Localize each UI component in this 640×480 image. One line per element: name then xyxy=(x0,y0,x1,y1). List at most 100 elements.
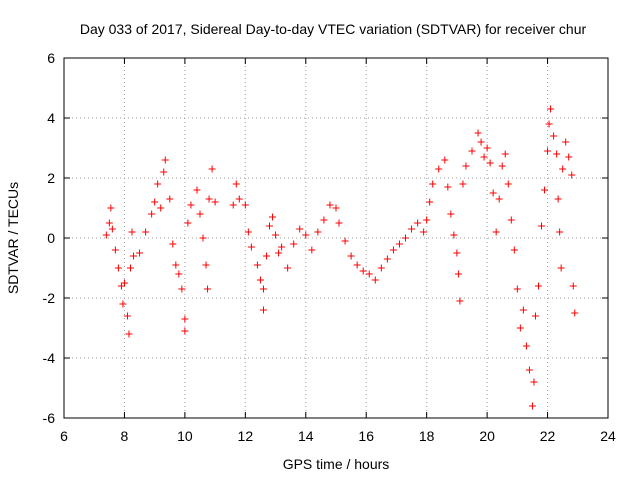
x-tick-label: 12 xyxy=(238,428,254,444)
data-point xyxy=(477,138,485,146)
data-point xyxy=(259,285,267,293)
data-point xyxy=(447,210,455,218)
x-tick-label: 10 xyxy=(177,428,193,444)
data-point xyxy=(172,261,180,269)
data-point xyxy=(571,309,579,317)
data-point xyxy=(365,270,373,278)
data-point xyxy=(284,264,292,272)
data-point xyxy=(553,150,561,158)
data-point xyxy=(474,129,482,137)
data-point xyxy=(205,195,213,203)
data-point xyxy=(326,201,334,209)
data-point xyxy=(175,270,183,278)
data-point xyxy=(453,249,461,257)
x-tick-label: 14 xyxy=(298,428,314,444)
data-point xyxy=(556,228,564,236)
data-point xyxy=(547,105,555,113)
data-point xyxy=(568,171,576,179)
data-point xyxy=(538,222,546,230)
data-point xyxy=(302,231,310,239)
data-point xyxy=(266,222,274,230)
data-point xyxy=(157,204,165,212)
data-point xyxy=(528,402,536,410)
data-point xyxy=(232,180,240,188)
y-tick-label: -2 xyxy=(43,290,56,306)
data-point xyxy=(193,186,201,194)
data-point xyxy=(128,228,136,236)
data-point xyxy=(544,147,552,155)
data-point xyxy=(335,219,343,227)
data-point xyxy=(550,132,558,140)
data-point xyxy=(208,165,216,173)
y-tick-label: 0 xyxy=(47,230,55,246)
data-point xyxy=(534,282,542,290)
data-point xyxy=(541,186,549,194)
y-tick-label: -4 xyxy=(43,350,56,366)
x-tick-label: 8 xyxy=(121,428,129,444)
data-point xyxy=(314,228,322,236)
data-point xyxy=(516,324,524,332)
x-tick-label: 18 xyxy=(419,428,435,444)
data-point xyxy=(178,285,186,293)
data-point xyxy=(501,150,509,158)
data-point xyxy=(169,240,177,248)
data-point xyxy=(181,315,189,323)
x-tick-label: 16 xyxy=(358,428,374,444)
data-point xyxy=(489,189,497,197)
data-point xyxy=(117,282,125,290)
y-axis-ticks: -6 -4 -2 0 2 4 6 xyxy=(43,50,608,426)
data-point xyxy=(545,120,553,128)
data-point xyxy=(136,249,144,257)
y-tick-label: 4 xyxy=(47,110,55,126)
data-point xyxy=(166,195,174,203)
data-point xyxy=(420,228,428,236)
data-point xyxy=(426,198,434,206)
data-point xyxy=(450,231,458,239)
data-point xyxy=(456,297,464,305)
data-point xyxy=(462,162,470,170)
data-point xyxy=(211,198,219,206)
data-point xyxy=(341,237,349,245)
data-point xyxy=(554,195,562,203)
data-point xyxy=(196,210,204,218)
data-point xyxy=(507,216,515,224)
data-point xyxy=(269,213,277,221)
x-tick-label: 24 xyxy=(600,428,616,444)
data-point xyxy=(510,246,518,254)
data-point xyxy=(562,138,570,146)
data-point xyxy=(353,261,361,269)
data-point xyxy=(296,225,304,233)
data-point xyxy=(202,261,210,269)
x-axis-ticks: 6 8 10 12 14 16 18 20 22 24 xyxy=(60,58,616,444)
data-point xyxy=(383,255,391,263)
y-tick-label: 2 xyxy=(47,170,55,186)
data-point xyxy=(359,267,367,275)
y-axis-label: SDTVAR / TECUs xyxy=(5,182,21,294)
data-point xyxy=(559,165,567,173)
data-point xyxy=(151,198,159,206)
data-point xyxy=(483,144,491,152)
data-point xyxy=(160,168,168,176)
y-tick-label: -6 xyxy=(43,410,56,426)
data-point xyxy=(347,252,355,260)
data-point xyxy=(429,180,437,188)
data-point xyxy=(423,216,431,224)
data-point xyxy=(320,216,328,224)
data-point xyxy=(126,264,134,272)
data-point xyxy=(187,201,195,209)
data-point xyxy=(247,243,255,251)
data-point xyxy=(108,225,116,233)
data-point xyxy=(402,234,410,242)
data-point xyxy=(290,240,298,248)
data-point xyxy=(395,240,403,248)
data-point xyxy=(525,366,533,374)
data-point xyxy=(414,219,422,227)
data-point xyxy=(275,249,283,257)
data-point xyxy=(229,201,237,209)
data-point xyxy=(522,342,530,350)
data-point xyxy=(278,243,286,251)
data-point xyxy=(181,327,189,335)
data-point xyxy=(272,231,280,239)
data-point xyxy=(492,228,500,236)
